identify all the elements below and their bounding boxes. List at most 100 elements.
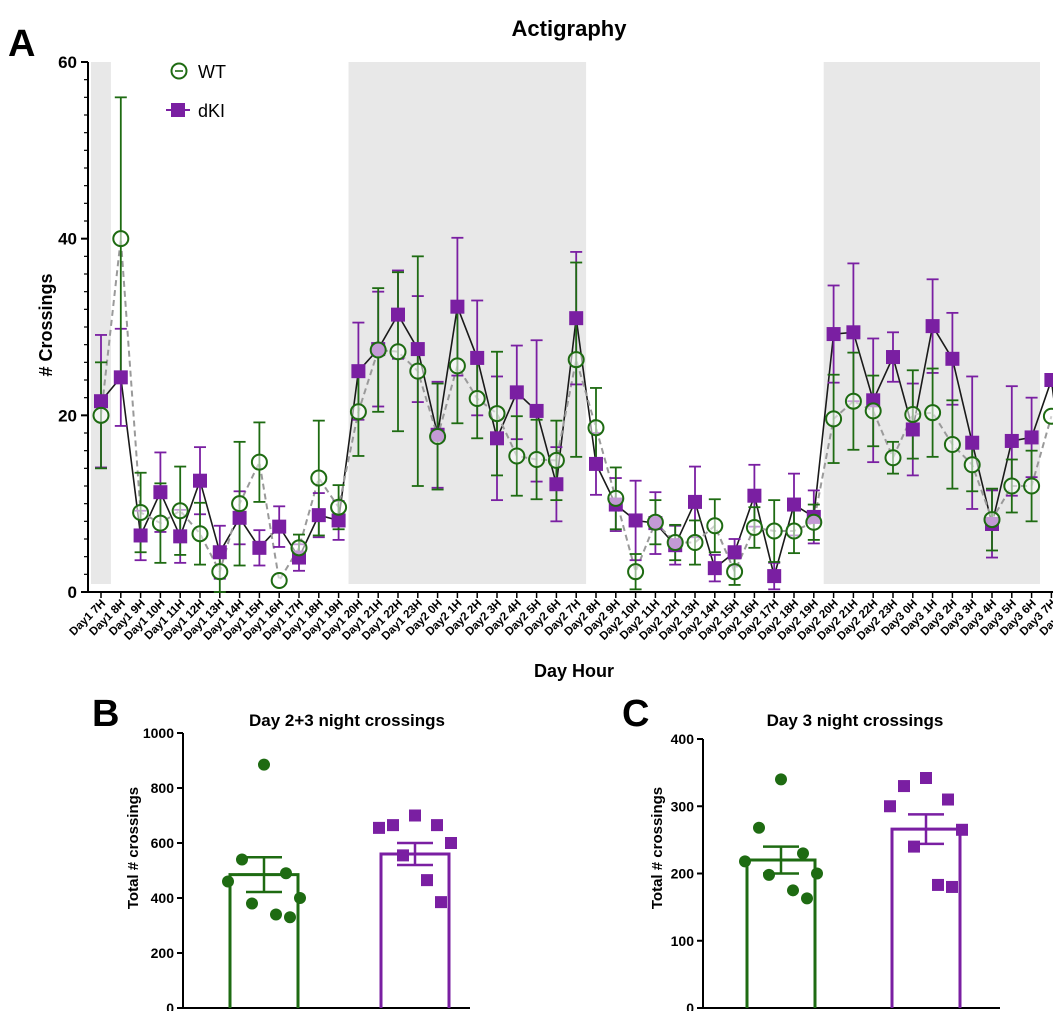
chart-title-a: Actigraphy [512,16,628,41]
data-point-wt [246,897,258,910]
data-point-dki [387,819,399,832]
data-point-dki [767,569,782,584]
bar-dki [379,852,451,1008]
data-point-dki [212,545,227,560]
data-point-wt [864,402,882,420]
data-point-wt [349,403,367,421]
data-point-dki [826,327,841,342]
data-point-wt [963,456,981,474]
data-point-dki [391,307,405,322]
data-point-wt [904,405,922,423]
data-point-dki [397,849,409,862]
data-point-dki [946,880,958,893]
data-point-wt [765,522,783,540]
data-point-dki [450,299,465,314]
data-point-dki [549,477,564,492]
data-point-wt [547,451,565,469]
data-point-wt [983,511,1001,529]
data-point-dki [1024,430,1039,445]
y-tick-label: 200 [151,945,175,961]
data-point-dki [688,494,702,509]
y-tick-label: 800 [151,780,175,796]
data-point-wt [943,435,961,453]
bar-wt [228,873,300,1008]
data-point-wt [389,343,407,361]
data-point-dki [409,809,421,822]
legend-dki-label: dKI [198,101,225,121]
data-point-wt [290,539,308,557]
data-point-dki [311,508,326,523]
data-point-wt [330,498,348,516]
bar-wt [745,858,817,1008]
data-point-wt [666,534,684,552]
data-point-wt [627,563,645,581]
y-tick-label: 400 [151,890,175,906]
data-point-dki [232,510,247,525]
data-point-dki [1044,373,1053,387]
data-point-dki [846,325,861,340]
y-tick-label: 1000 [143,725,174,741]
data-point-wt [785,522,803,540]
data-point-wt [488,405,506,423]
data-point-wt [369,341,387,359]
data-point-wt [448,357,466,375]
data-point-wt [151,514,169,532]
y-tick-label: 300 [671,798,695,814]
data-point-dki [1004,433,1019,448]
data-point-wt [797,847,809,860]
data-point-wt [258,758,270,771]
y-tick-label-a: 0 [68,583,77,602]
data-point-wt [409,362,427,380]
y-axis-title-a: # Crossings [36,273,56,376]
legend-a: WT dKI [166,62,226,121]
data-point-wt [801,892,813,905]
bar-chart-c: Day 3 night crossings Total # crossings … [649,711,1000,1011]
data-point-dki [94,394,108,409]
data-point-dki [431,819,443,832]
data-point-wt [686,534,704,552]
data-point-wt [924,404,942,422]
data-point-dki [569,311,584,326]
y-tick-label: 200 [671,866,695,882]
bar-chart-b: Day 2+3 night crossings Total # crossing… [125,711,470,1011]
data-point-dki [153,485,168,500]
data-point-wt [112,230,130,248]
data-point-wt [607,489,625,507]
data-point-wt [231,495,249,513]
data-point-wt [763,868,775,881]
data-point-wt [739,855,751,868]
y-tick-label: 0 [686,1000,694,1011]
data-point-dki [707,561,722,576]
data-point-wt [646,513,664,531]
data-point-dki [898,780,910,793]
y-tick-label: 100 [671,933,695,949]
data-point-dki [173,529,188,544]
data-point-wt [787,884,799,897]
data-point-wt [284,911,296,924]
x-tick-label-wt: WT [253,1009,275,1011]
data-point-dki [727,545,742,560]
x-tick-label-dki: dKI [404,1009,427,1011]
night-shade-band [348,62,587,584]
data-point-wt [1023,477,1041,495]
data-point-wt [236,853,248,866]
data-point-wt [250,453,268,471]
data-point-wt [528,451,546,468]
data-point-wt [1003,477,1021,495]
data-point-dki [421,874,433,887]
data-point-dki [529,403,544,418]
panel-letter-b: B [92,693,119,735]
data-point-wt [726,563,744,581]
y-tick-label: 400 [671,731,695,747]
data-point-wt [508,447,526,465]
data-point-wt [706,517,724,535]
data-point-dki [905,422,920,437]
y-tick-label-a: 40 [58,230,77,249]
data-point-dki [965,435,980,450]
data-point-wt [844,392,862,410]
data-point-wt [294,892,306,904]
panel-letter-c: C [622,693,649,735]
data-point-wt [270,908,282,921]
data-point-dki [908,840,920,853]
